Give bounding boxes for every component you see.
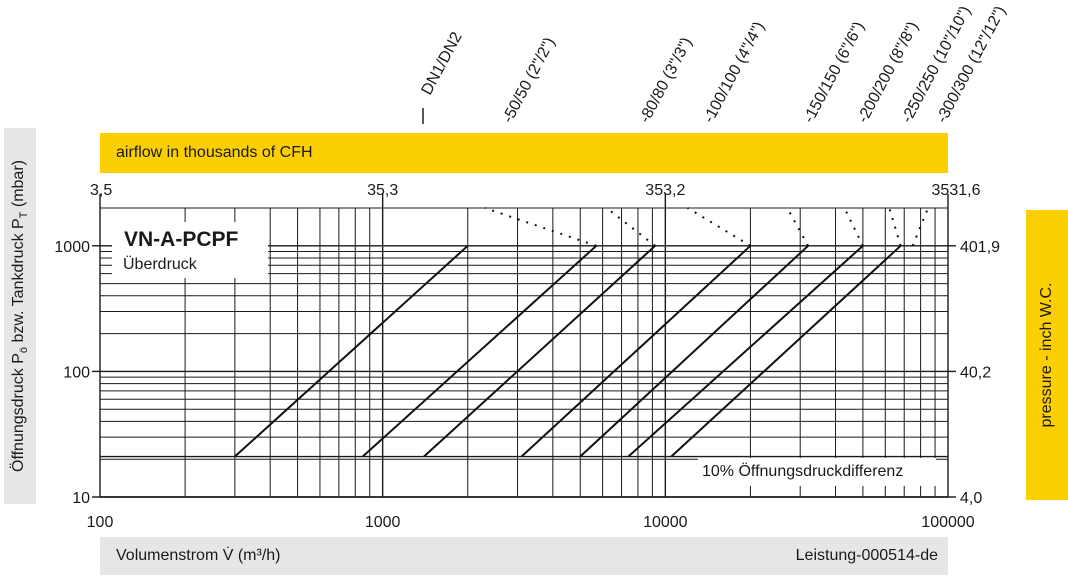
series-label: -80/80 (3"/3") xyxy=(637,35,696,126)
series-dashed-extension xyxy=(687,207,751,247)
x-tick-label: 100 xyxy=(87,514,114,531)
series-line xyxy=(362,245,597,458)
top-airflow-band: airflow in thousands of CFH xyxy=(100,133,948,173)
x-tick-label: 100000 xyxy=(921,514,974,531)
y-tick-label: 1000 xyxy=(54,239,90,256)
x-tick-label: 10000 xyxy=(643,514,688,531)
x-axis-title: Volumenstrom V̇ (m³/h) xyxy=(116,547,281,564)
top-airflow-label: airflow in thousands of CFH xyxy=(116,144,313,161)
right-pressure-band: pressure - inch W.C. xyxy=(1026,210,1068,500)
right-tick-label: 4,0 xyxy=(960,490,982,507)
top-tick-label: 353,2 xyxy=(645,182,685,199)
top-tick-label: 3,5 xyxy=(90,182,112,199)
document-reference: Leistung-000514-de xyxy=(795,547,938,564)
right-tick-label: 40,2 xyxy=(960,364,991,381)
top-tick-label: 3531,6 xyxy=(932,182,981,199)
right-tick-label: 401,9 xyxy=(960,239,1000,256)
y-tick-label: 100 xyxy=(63,364,90,381)
series-dashed-extension xyxy=(888,207,902,247)
series-label: -50/50 (2"/2") xyxy=(500,35,559,126)
series-line xyxy=(579,245,809,458)
series-line xyxy=(627,245,864,458)
device-title: VN-A-PCPF xyxy=(124,228,239,251)
pressure-difference-note-box: 10% Öffnungsdruckdifferenz xyxy=(698,458,936,486)
series-dashed-extension xyxy=(606,207,656,247)
series-dashed-extension xyxy=(484,207,597,247)
bottom-axis-band: Volumenstrom V̇ (m³/h) Leistung-000514-d… xyxy=(100,537,948,575)
series-dashed-extension xyxy=(843,207,864,247)
series-line xyxy=(520,245,752,458)
series-line xyxy=(670,245,902,458)
legend-box: VN-A-PCPF Überdruck xyxy=(112,222,268,278)
series-line xyxy=(234,245,469,458)
series-dashed-extension xyxy=(786,207,809,247)
series-label: DN1/DN2 xyxy=(419,29,466,98)
device-subtitle: Überdruck xyxy=(123,256,197,273)
x-tick-label: 1000 xyxy=(365,514,401,531)
series-line xyxy=(423,245,656,458)
series-label: -100/100 (4"/4") xyxy=(701,19,769,126)
y-tick-label: 10 xyxy=(72,490,90,507)
top-tick-label: 35,3 xyxy=(367,182,398,199)
pressure-difference-note: 10% Öffnungsdruckdifferenz xyxy=(702,463,904,480)
left-axis-band: Öffnungsdruck Pö bzw. Tankdruck PT (mbar… xyxy=(4,128,36,504)
